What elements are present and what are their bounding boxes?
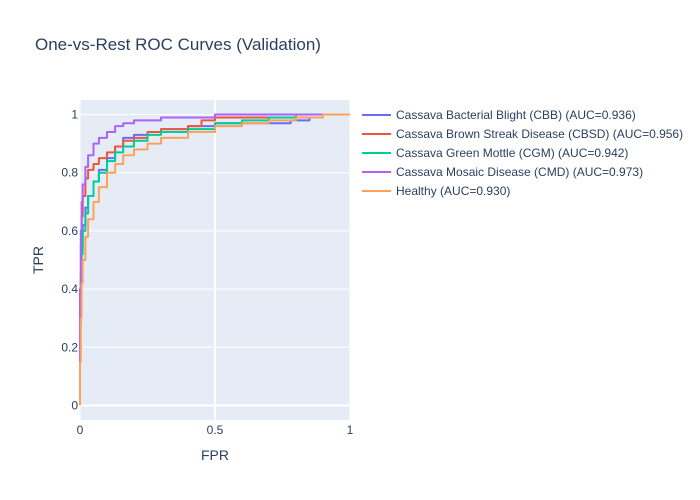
legend-item[interactable]: Cassava Mosaic Disease (CMD) (AUC=0.973)	[362, 165, 643, 179]
legend: Cassava Bacterial Blight (CBB) (AUC=0.93…	[362, 108, 683, 198]
legend-label: Healthy (AUC=0.930)	[396, 184, 510, 198]
x-tick-label: 1	[347, 423, 354, 437]
y-tick-label: 1	[71, 108, 78, 122]
y-tick-label: 0.6	[61, 224, 78, 238]
legend-item[interactable]: Cassava Brown Streak Disease (CBSD) (AUC…	[362, 127, 683, 141]
x-axis-title: FPR	[201, 447, 229, 463]
legend-item[interactable]: Cassava Bacterial Blight (CBB) (AUC=0.93…	[362, 108, 636, 122]
legend-item[interactable]: Healthy (AUC=0.930)	[362, 184, 510, 198]
x-tick-label: 0.5	[207, 423, 224, 437]
legend-label: Cassava Green Mottle (CGM) (AUC=0.942)	[396, 146, 628, 160]
series-line-4	[79, 113, 350, 406]
series-line-3	[79, 113, 350, 406]
legend-label: Cassava Bacterial Blight (CBB) (AUC=0.93…	[396, 108, 636, 122]
series-layer	[79, 113, 350, 406]
series-line-1	[79, 113, 350, 406]
y-tick-label: 0.2	[61, 340, 78, 354]
y-tick-label: 0.4	[61, 282, 78, 296]
legend-item[interactable]: Cassava Green Mottle (CGM) (AUC=0.942)	[362, 146, 628, 160]
x-tick-label: 0	[77, 423, 84, 437]
legend-label: Cassava Mosaic Disease (CMD) (AUC=0.973)	[396, 165, 643, 179]
chart-title: One-vs-Rest ROC Curves (Validation)	[35, 35, 321, 54]
series-line-2	[79, 113, 350, 406]
y-axis-title: TPR	[30, 246, 46, 274]
y-tick-label: 0.8	[61, 166, 78, 180]
legend-label: Cassava Brown Streak Disease (CBSD) (AUC…	[396, 127, 683, 141]
tick-layer: 0 0.2 0.4 0.6 0.8 1 0 0.5 1	[61, 108, 353, 437]
y-tick-label: 0	[71, 398, 78, 412]
